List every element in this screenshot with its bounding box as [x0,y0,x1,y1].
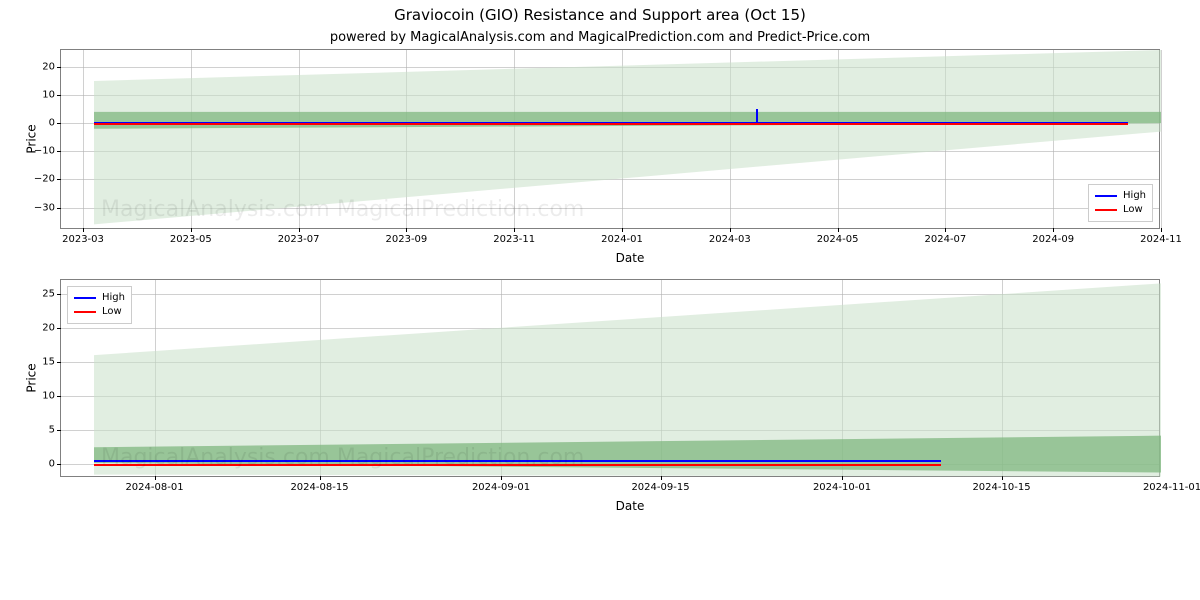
chart-1-xtick-label: 2023-05 [170,228,212,245]
chart-1-gridline-h [61,208,1159,209]
chart-1-ytick-label: −20 [34,174,61,185]
chart-1-gridline-h [61,151,1159,152]
chart-1-spike [756,109,758,122]
chart-1-legend: HighLow [1088,184,1153,222]
chart-2-xtick-label: 2024-08-01 [125,476,183,493]
chart-1-low-line [94,123,1128,125]
chart-1-xtick-label: 2023-07 [278,228,320,245]
chart-2-gridline-v [501,280,502,476]
legend-row: Low [74,305,125,319]
chart-1-gridline-v [730,50,731,228]
chart-2-gridline-h [61,328,1159,329]
chart-1: Price −30−20−10010202023-032023-052023-0… [60,49,1200,265]
chart-1-ytick-label: −10 [34,146,61,157]
chart-1-band [61,50,1161,230]
legend-label: Low [1123,203,1143,217]
legend-label: Low [102,305,122,319]
legend-swatch [74,297,96,299]
chart-1-gridline-v [83,50,84,228]
legend-row: Low [1095,203,1146,217]
chart-1-gridline-v [406,50,407,228]
chart-2-gridline-v [1002,280,1003,476]
chart-2-ytick-label: 0 [49,459,61,470]
legend-row: High [74,291,125,305]
chart-2-band [61,280,1161,478]
chart-1-gridline-v [1053,50,1054,228]
chart-2-xlabel: Date [60,499,1200,513]
legend-swatch [1095,195,1117,197]
chart-2-ylabel: Price [25,363,39,392]
chart-2-low-line [94,464,941,466]
chart-2-ytick-label: 20 [42,322,61,333]
chart-2-watermark: MagicalAnalysis.com MagicalPrediction.co… [101,445,584,470]
chart-1-gridline-v [299,50,300,228]
legend-label: High [102,291,125,305]
chart-1-gridline-v [945,50,946,228]
chart-2-gridline-h [61,396,1159,397]
page-root: Graviocoin (GIO) Resistance and Support … [0,0,1200,600]
legend-row: High [1095,189,1146,203]
chart-2-xtick-label: 2024-11-01 [1143,476,1200,493]
legend-swatch [1095,209,1117,211]
chart-1-xtick-label: 2024-11 [1140,228,1182,245]
legend-label: High [1123,189,1146,203]
chart-1-gridline-v [514,50,515,228]
chart-2-xtick-label: 2024-09-01 [472,476,530,493]
chart-2-xtick-label: 2024-08-15 [290,476,348,493]
chart-1-gridline-h [61,179,1159,180]
chart-1-xtick-label: 2024-05 [817,228,859,245]
chart-2-xtick-label: 2024-10-01 [813,476,871,493]
chart-1-ytick-label: 20 [42,61,61,72]
chart-2-xtick-label: 2024-10-15 [972,476,1030,493]
chart-2-gridline-h [61,294,1159,295]
chart-1-ytick-label: 0 [49,118,61,129]
chart-2-ytick-label: 15 [42,356,61,367]
chart-1-gridline-v [622,50,623,228]
chart-2-legend: HighLow [67,286,132,324]
chart-1-xtick-label: 2023-03 [62,228,104,245]
chart-1-gridline-v [1161,50,1162,228]
chart-2-ytick-label: 5 [49,425,61,436]
chart-2-ytick-label: 25 [42,288,61,299]
chart-1-xtick-label: 2024-03 [709,228,751,245]
chart-1-plot: Price −30−20−10010202023-032023-052023-0… [60,49,1160,229]
chart-1-xtick-label: 2024-09 [1032,228,1074,245]
chart-1-gridline-v [191,50,192,228]
chart-1-ytick-label: −30 [34,202,61,213]
chart-2-gridline-h [61,430,1159,431]
chart-2-gridline-h [61,362,1159,363]
chart-1-xtick-label: 2023-09 [385,228,427,245]
chart-title: Graviocoin (GIO) Resistance and Support … [0,0,1200,24]
legend-swatch [74,311,96,313]
chart-2-gridline-v [661,280,662,476]
chart-1-gridline-h [61,67,1159,68]
chart-subtitle: powered by MagicalAnalysis.com and Magic… [0,24,1200,49]
chart-2-xtick-label: 2024-09-15 [631,476,689,493]
chart-2-gridline-v [320,280,321,476]
chart-1-ytick-label: 10 [42,90,61,101]
chart-2: Price 05101520252024-08-012024-08-152024… [60,279,1200,513]
chart-2-ytick-label: 10 [42,391,61,402]
chart-2-gridline-v [842,280,843,476]
chart-1-xtick-label: 2024-01 [601,228,643,245]
chart-1-xtick-label: 2023-11 [493,228,535,245]
chart-2-gridline-v [155,280,156,476]
chart-1-band [61,50,1161,230]
chart-2-high-line [94,460,941,462]
chart-2-plot: Price 05101520252024-08-012024-08-152024… [60,279,1160,477]
chart-2-band [61,280,1161,478]
chart-1-gridline-h [61,95,1159,96]
chart-1-xlabel: Date [60,251,1200,265]
chart-1-watermark: MagicalAnalysis.com MagicalPrediction.co… [101,197,584,222]
chart-1-gridline-v [838,50,839,228]
chart-1-xtick-label: 2024-07 [924,228,966,245]
